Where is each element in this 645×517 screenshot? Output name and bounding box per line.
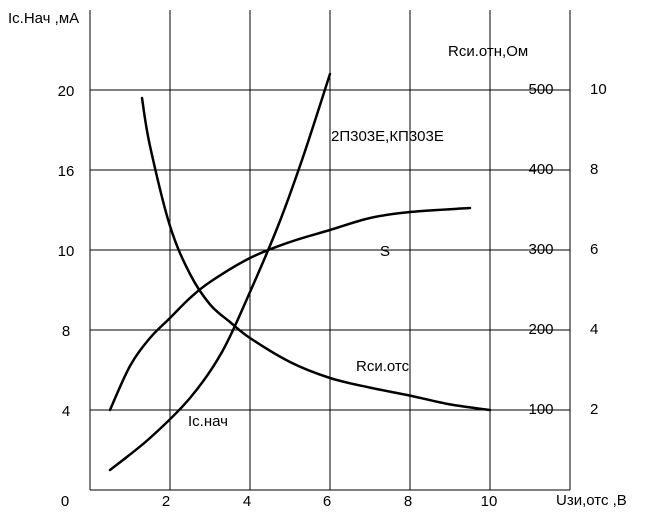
annotation-device: 2П303Е,КП303Е <box>331 128 444 145</box>
x-tick-label: 8 <box>404 493 412 510</box>
curve-r <box>140 96 492 412</box>
y-right-axis-label: Rси.отн,Ом <box>448 43 528 60</box>
curve-s <box>108 206 472 412</box>
y-right-inner-tick-label: 100 <box>528 401 553 418</box>
y-right-outer-tick-label: 6 <box>590 241 598 258</box>
y-left-tick-label: 10 <box>58 243 75 260</box>
y-left-tick-label: 8 <box>62 323 70 340</box>
y-left-tick-label: 4 <box>62 403 70 420</box>
y-right-inner-tick-label: 400 <box>528 161 553 178</box>
annotation-ic: Ic.нач <box>188 413 228 430</box>
tick-labels: 0 2 4 6 8 10 4 8 10 16 20 100 200 300 400 500 2 4 6 8 10 <box>58 81 607 510</box>
x-tick-label: 0 <box>61 493 69 510</box>
x-tick-label: 2 <box>162 493 170 510</box>
y-left-tick-label: 20 <box>58 83 75 100</box>
y-left-tick-label: 16 <box>58 163 75 180</box>
annotation-r: Rси.отс <box>356 358 410 375</box>
y-left-axis-label: Ic.Нач ,мА <box>8 10 79 27</box>
y-right-inner-tick-label: 500 <box>528 81 553 98</box>
grid <box>89 10 571 491</box>
x-tick-label: 4 <box>243 493 251 510</box>
y-right-outer-tick-label: 4 <box>590 321 598 338</box>
y-right-inner-tick-label: 300 <box>528 241 553 258</box>
y-right-outer-tick-label: 8 <box>590 161 598 178</box>
curve-ic <box>108 72 332 472</box>
y-right-outer-tick-label: 2 <box>590 401 598 418</box>
y-right-outer-tick-label: 10 <box>590 81 607 98</box>
x-tick-label: 10 <box>481 493 498 510</box>
annotation-s: S <box>380 243 390 260</box>
y-right-inner-tick-label: 200 <box>528 321 553 338</box>
curves <box>108 72 492 472</box>
x-axis-label: Uзи,отс ,В <box>556 492 627 509</box>
x-tick-label: 6 <box>323 493 331 510</box>
